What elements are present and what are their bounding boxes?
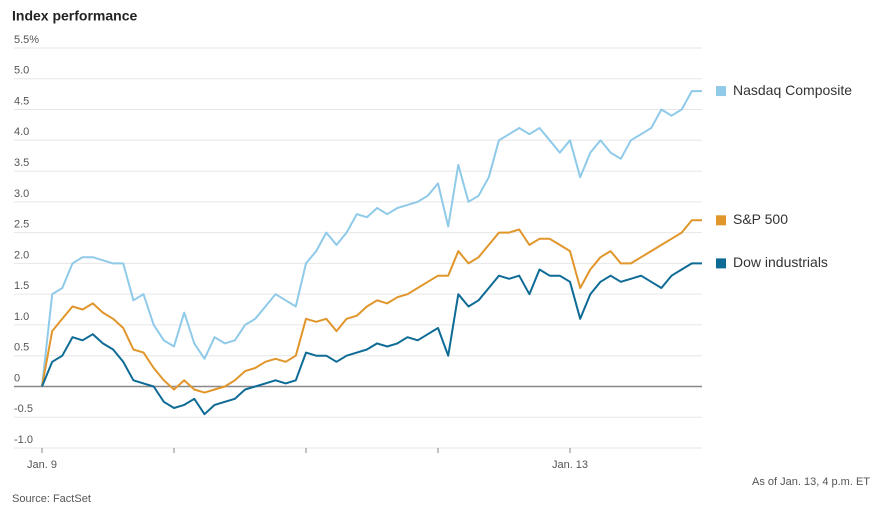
- y-tick-label: 5.0: [14, 65, 29, 77]
- legend-label: Nasdaq Composite: [733, 82, 852, 98]
- x-tick-label: Jan. 13: [552, 459, 588, 471]
- legend-swatch: [716, 86, 726, 97]
- y-tick-label: 2.5: [14, 219, 29, 231]
- note: As of Jan. 13, 4 p.m. ET: [752, 476, 870, 488]
- y-tick-label: -1.0: [14, 434, 33, 446]
- y-tick-label: 1.5: [14, 280, 29, 292]
- line: [41, 90, 702, 387]
- y-tick-label: 0: [14, 372, 20, 384]
- y-tick-label: 0.5: [14, 342, 29, 354]
- y-tick-label: 1.0: [14, 311, 29, 323]
- y-tick-label: 2.0: [14, 249, 29, 261]
- y-tick-label: 3.0: [14, 188, 29, 200]
- y-tick-label: 4.5: [14, 95, 29, 107]
- source: Source: FactSet: [12, 493, 91, 505]
- legend-label: Dow industrials: [733, 254, 828, 270]
- legend-label: S&P 500: [733, 211, 788, 227]
- chart-title: Index performance: [12, 8, 137, 24]
- line: [41, 219, 702, 394]
- y-tick-label: 5.5%: [14, 34, 39, 46]
- y-tick-label: 3.5: [14, 157, 29, 169]
- legend-swatch: [716, 215, 726, 226]
- line: [41, 262, 702, 416]
- y-tick-label: -0.5: [14, 403, 33, 415]
- legend-swatch: [716, 258, 726, 269]
- x-tick-label: Jan. 9: [27, 459, 57, 471]
- y-tick-label: 4.0: [14, 126, 29, 138]
